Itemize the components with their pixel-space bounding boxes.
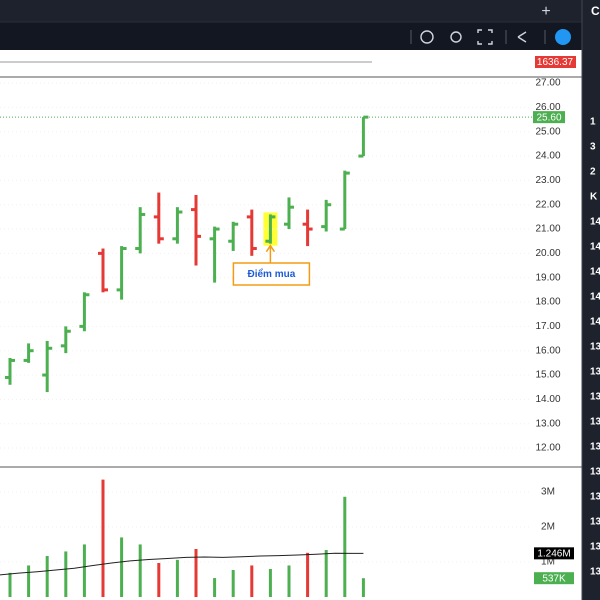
settings-icon[interactable]: [450, 31, 462, 43]
price-strip-label: 1636.37: [537, 57, 574, 68]
last-price-label: 25.60: [536, 112, 561, 123]
axis-value-label: 537K: [542, 573, 566, 584]
side-panel-label: 13: [590, 342, 600, 353]
volume-bar: [287, 565, 291, 597]
y-tick-label: 25.00: [535, 126, 560, 137]
y-tick-label: 18.00: [535, 297, 560, 308]
volume-bar: [82, 544, 86, 597]
share-icon[interactable]: [517, 31, 527, 43]
y-tick-label: 2M: [541, 522, 555, 533]
add-button[interactable]: +: [541, 3, 550, 20]
side-panel-label: 13: [590, 467, 600, 478]
side-panel-label: 13: [590, 392, 600, 403]
volume-bar: [324, 550, 328, 597]
y-tick-label: 19.00: [535, 272, 560, 283]
side-panel-label: K: [590, 192, 598, 203]
side-panel: [582, 22, 600, 600]
y-tick-label: 23.00: [535, 175, 560, 186]
side-panel-label: 13: [590, 517, 600, 528]
side-panel-label: 3: [590, 142, 596, 153]
y-tick-label: 26.00: [535, 102, 560, 113]
app-icon[interactable]: [555, 29, 571, 45]
side-panel-label: 13: [590, 367, 600, 378]
chart-area: [0, 50, 582, 600]
volume-bar: [8, 572, 12, 597]
volume-bar: [120, 537, 124, 597]
side-panel-label: 14: [590, 317, 600, 328]
side-panel-label: 13: [590, 542, 600, 553]
annotation-text: Điểm mua: [248, 268, 296, 280]
axis-value-box: [534, 547, 574, 560]
volume-bar: [101, 479, 105, 597]
ma-line: [0, 552, 364, 576]
y-tick-label: 21.00: [535, 224, 560, 235]
axis-value-box: [534, 572, 574, 585]
side-panel-label: 14: [590, 292, 600, 303]
volume-bar: [157, 563, 161, 597]
price-strip-label-box: [535, 56, 576, 68]
annotation-arrow: [265, 244, 276, 263]
side-panel-label: 13: [590, 567, 600, 578]
y-tick-label: 13.00: [535, 418, 560, 429]
volume-bar: [27, 565, 31, 597]
side-panel-label: 13: [590, 492, 600, 503]
y-tick-label: 14.00: [535, 394, 560, 405]
last-price-box: [533, 111, 565, 124]
y-tick-label: 24.00: [535, 151, 560, 162]
y-tick-label: 3M: [541, 487, 555, 498]
y-tick-label: 20.00: [535, 248, 560, 259]
y-tick-label: 15.00: [535, 370, 560, 381]
annotation-box: [232, 262, 311, 286]
volume-bar: [250, 565, 254, 597]
y-tick-label: 12.00: [535, 443, 560, 454]
volume-bar: [194, 548, 198, 597]
side-panel-label: 14: [590, 267, 600, 278]
volume-bar: [343, 496, 347, 597]
side-panel-label: 14: [590, 242, 600, 253]
y-tick-label: 27.00: [535, 78, 560, 89]
side-panel-label: 13: [590, 417, 600, 428]
y-tick-label: 16.00: [535, 345, 560, 356]
volume-bar: [175, 559, 179, 597]
volume-bar: [268, 568, 272, 597]
top-bar: [0, 0, 600, 22]
y-tick-label: 17.00: [535, 321, 560, 332]
volume-bar: [306, 552, 310, 597]
volume-bar: [231, 570, 235, 597]
toolbar: [0, 22, 582, 50]
volume-bar: [45, 556, 49, 597]
side-panel-label: 2: [590, 167, 596, 178]
volume-bar: [361, 578, 365, 597]
y-tick-label: 1M: [541, 557, 555, 568]
axis-value-label: 1.246M: [537, 548, 570, 559]
fullscreen-icon[interactable]: [477, 29, 493, 45]
volume-bar: [138, 544, 142, 597]
side-panel-label: 1: [590, 117, 596, 128]
side-panel-label: 13: [590, 442, 600, 453]
volume-bar: [213, 578, 217, 597]
y-tick-label: 22.00: [535, 199, 560, 210]
alert-icon[interactable]: [420, 30, 434, 44]
side-panel-label: 14: [590, 217, 600, 228]
side-panel-title: C: [591, 4, 600, 18]
volume-bar: [64, 551, 68, 597]
